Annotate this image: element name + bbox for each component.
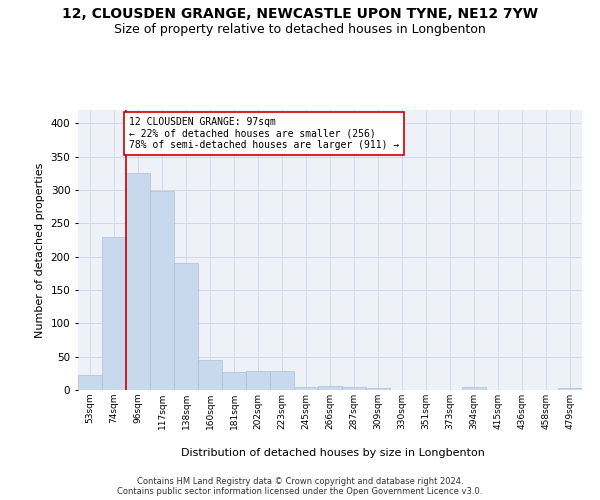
Text: Contains HM Land Registry data © Crown copyright and database right 2024.: Contains HM Land Registry data © Crown c… <box>137 477 463 486</box>
Bar <box>342 386 366 390</box>
Bar <box>294 386 318 390</box>
Bar <box>78 376 102 390</box>
Text: Contains public sector information licensed under the Open Government Licence v3: Contains public sector information licen… <box>118 487 482 496</box>
Bar <box>462 386 486 390</box>
Bar <box>174 264 198 390</box>
Bar <box>222 372 246 390</box>
Y-axis label: Number of detached properties: Number of detached properties <box>35 162 45 338</box>
Bar <box>102 236 126 390</box>
Bar <box>366 388 390 390</box>
Bar <box>126 174 150 390</box>
Text: 12, CLOUSDEN GRANGE, NEWCASTLE UPON TYNE, NE12 7YW: 12, CLOUSDEN GRANGE, NEWCASTLE UPON TYNE… <box>62 8 538 22</box>
Bar <box>246 372 270 390</box>
Bar <box>198 360 222 390</box>
Text: Size of property relative to detached houses in Longbenton: Size of property relative to detached ho… <box>114 22 486 36</box>
Bar <box>318 386 342 390</box>
Text: 12 CLOUSDEN GRANGE: 97sqm
← 22% of detached houses are smaller (256)
78% of semi: 12 CLOUSDEN GRANGE: 97sqm ← 22% of detac… <box>129 116 399 150</box>
Bar <box>270 370 294 390</box>
Bar <box>150 192 174 390</box>
Text: Distribution of detached houses by size in Longbenton: Distribution of detached houses by size … <box>181 448 485 458</box>
Bar <box>558 388 582 390</box>
